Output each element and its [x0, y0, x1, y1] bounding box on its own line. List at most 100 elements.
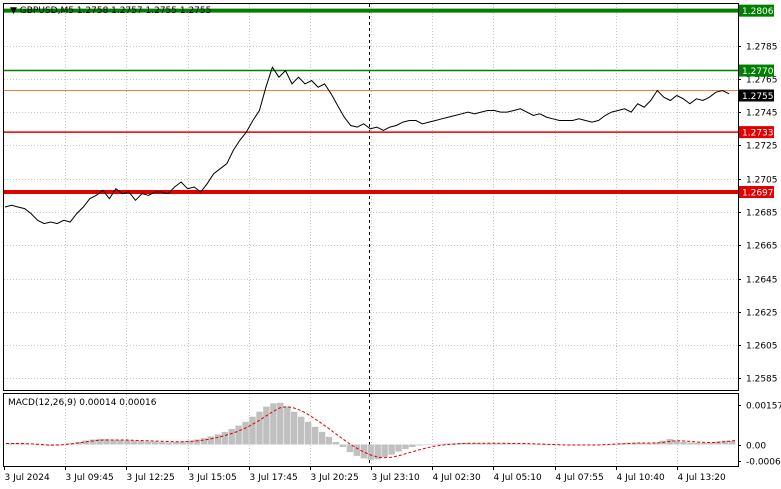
y-tick-label: 1.2685 [746, 209, 778, 219]
macd-bar [214, 434, 221, 445]
macd-bar [499, 443, 506, 445]
macd-bar [437, 443, 444, 445]
macd-bar [284, 406, 291, 445]
current-price-badge [739, 89, 774, 102]
x-tick-label: 4 Jul 05:10 [494, 473, 543, 483]
macd-y-tick-label: 0.00157 [746, 402, 781, 412]
level-labels: 1.2806 1.2770 1.2733 1.2697 1.2755 [739, 4, 774, 199]
macd-bar [583, 444, 590, 445]
macd-bar [40, 444, 48, 446]
macd-bar [159, 442, 166, 445]
macd-bar [416, 444, 423, 446]
macd-y-tick-label: 0.00 [746, 442, 766, 452]
macd-bar [701, 443, 708, 445]
macd-bar [652, 442, 659, 445]
macd-bar [492, 443, 500, 445]
y-tick-label: 1.2785 [746, 43, 778, 53]
macd-bar [332, 442, 340, 445]
macd-bar [457, 443, 465, 445]
macd-bar [367, 444, 374, 460]
macd-bar [311, 426, 319, 445]
macd-bar [152, 441, 159, 445]
macd-bar [708, 442, 715, 445]
macd-bar [374, 444, 381, 460]
macd-bar [103, 439, 110, 445]
macd-bar [138, 441, 145, 445]
x-tick-label: 3 Jul 09:45 [66, 473, 114, 483]
x-tick-label: 3 Jul 20:25 [311, 473, 359, 483]
resistance-level-label: 1.2770 [742, 67, 774, 77]
macd-bar [409, 444, 416, 447]
macd-bar [263, 406, 270, 445]
current-price-label: 1.2755 [742, 92, 774, 102]
x-tick-label: 4 Jul 02:30 [433, 473, 482, 483]
resistance-level-label: 1.2806 [742, 7, 774, 17]
macd-bar [82, 440, 89, 445]
macd-bar [96, 439, 103, 445]
macd-bar [179, 441, 187, 445]
x-tick-label: 4 Jul 13:20 [678, 473, 727, 483]
x-tick-label: 3 Jul 2024 [5, 473, 50, 483]
macd-bar [61, 444, 68, 445]
macd-bar [680, 442, 687, 445]
macd-bar [318, 431, 326, 445]
macd-bar [131, 440, 138, 445]
x-tick-label: 3 Jul 12:25 [127, 473, 175, 483]
resistance-level-badge [739, 4, 774, 17]
macd-bar [402, 444, 409, 449]
y-tick-label: 1.2705 [746, 176, 778, 186]
macd-bar [603, 444, 611, 445]
macd-bar [645, 443, 652, 445]
macd-bar [47, 444, 55, 446]
price-grid [4, 4, 738, 466]
support-level-label: 1.2697 [742, 189, 774, 199]
macd-bar [527, 444, 534, 445]
y-tick-label: 1.2765 [746, 76, 778, 86]
macd-bar [193, 439, 201, 445]
macd-bar [207, 436, 214, 445]
price-axis: 1.2785 1.2765 1.2745 1.2725 1.2705 1.2685 1.26… [738, 43, 778, 385]
macd-bar [221, 431, 228, 445]
macd-bar [485, 443, 493, 445]
macd-bar [423, 444, 430, 445]
macd-bar [172, 442, 180, 445]
macd-bar [381, 444, 388, 458]
x-tick-label: 4 Jul 07:55 [556, 473, 604, 483]
macd-bar [305, 421, 312, 445]
macd-bar [687, 442, 694, 445]
macd-bar [277, 402, 284, 445]
macd-bar [291, 411, 298, 445]
macd-bar [145, 441, 152, 445]
macd-y-tick-label: -0.00065 [746, 458, 781, 468]
macd-bar [534, 444, 541, 445]
macd-signal [6, 406, 737, 459]
macd-bar [631, 442, 639, 445]
time-axis: 3 Jul 2024 3 Jul 09:45 3 Jul 12:25 3 Jul 15… [4, 466, 727, 483]
macd-bar [520, 443, 527, 445]
macd-bar [26, 444, 34, 445]
macd-bar [200, 438, 208, 445]
macd-bar [430, 444, 437, 445]
macd-bar [722, 440, 729, 445]
macd-bar [729, 441, 736, 445]
macd-axis: 0.00157 0.00 -0.00065 [738, 402, 781, 468]
macd-bar [569, 444, 576, 446]
macd-bar [117, 440, 124, 445]
macd-bar [6, 443, 13, 445]
macd-bar [339, 444, 347, 447]
macd-bar [388, 444, 395, 455]
macd-bar [165, 442, 173, 445]
x-tick-label: 3 Jul 23:10 [372, 473, 421, 483]
support-level-badge [739, 186, 774, 199]
macd-bar [235, 425, 242, 445]
macd-bar [562, 444, 569, 445]
macd-histogram [6, 402, 736, 460]
macd-bar [694, 442, 701, 445]
y-tick-label: 1.2605 [746, 342, 778, 352]
macd-bar [325, 436, 333, 445]
x-tick-label: 3 Jul 17:45 [250, 473, 298, 483]
y-tick-label: 1.2725 [746, 142, 778, 152]
macd-bar [513, 443, 520, 445]
